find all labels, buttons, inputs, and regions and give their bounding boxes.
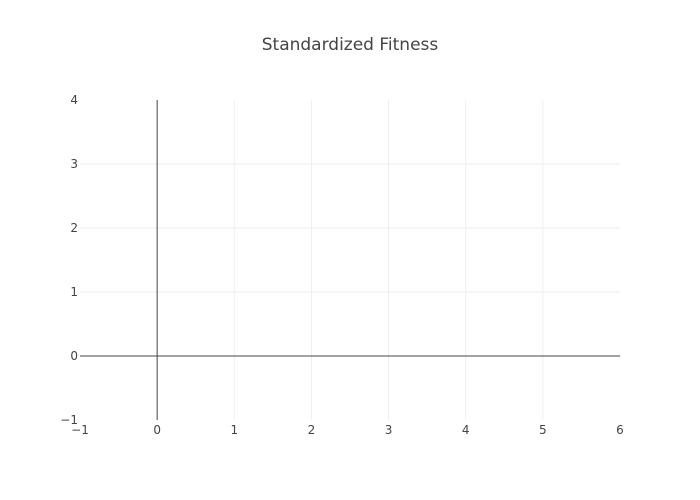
x-tick-label-2: 1 (230, 423, 238, 437)
y-tick-label-1: 0 (70, 349, 78, 363)
x-tick-label-6: 5 (539, 423, 547, 437)
y-tick-label-0: −1 (60, 413, 78, 427)
x-tick-label-5: 4 (462, 423, 470, 437)
y-tick-label-3: 2 (70, 221, 78, 235)
y-tick-label-2: 1 (70, 285, 78, 299)
y-tick-label-4: 3 (70, 157, 78, 171)
y-tick-label-5: 4 (70, 93, 78, 107)
x-tick-label-3: 2 (308, 423, 316, 437)
x-tick-label-7: 6 (616, 423, 624, 437)
grid-layer (80, 100, 620, 420)
chart-title: Standardized Fitness (262, 35, 439, 55)
x-tick-label-1: 0 (153, 423, 161, 437)
x-tick-label-0: −1 (71, 423, 89, 437)
x-tick-label-4: 3 (385, 423, 393, 437)
x-axis-ticks: −1 0 1 2 3 4 5 6 (71, 423, 624, 437)
y-axis-ticks: −1 0 1 2 3 4 (60, 93, 78, 427)
zeroline-layer (80, 100, 620, 420)
